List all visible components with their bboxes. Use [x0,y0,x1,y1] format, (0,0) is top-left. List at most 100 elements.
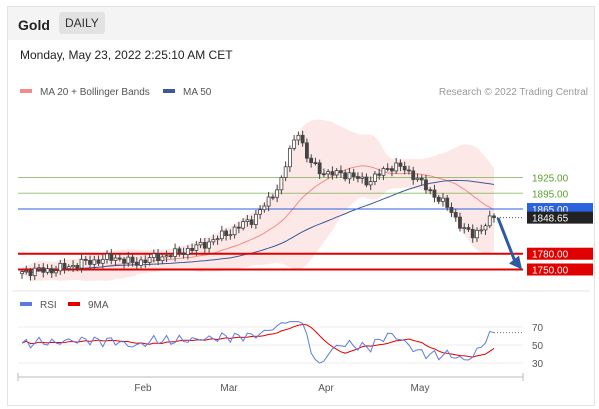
candle-body-44 [207,241,211,249]
candle-body-103 [458,216,462,229]
candle-body-26 [130,256,135,263]
research-credit: Research © 2022 Trading Central [439,87,588,98]
last-price-tag [527,211,593,224]
candle-body-53 [245,219,250,222]
candle-body-96 [428,189,433,192]
candle-body-66 [300,134,305,144]
candle-body-14 [79,258,84,269]
candle-body-51 [236,226,241,229]
rsi-legend-label-1: 9MA [88,300,109,311]
chart-card: Gold DAILY Monday, May 23, 2022 2:25:10 … [7,6,595,406]
candle-body-58 [266,196,271,207]
candle-body-4 [37,267,41,270]
candle-body-67 [305,142,309,159]
candle-body-1 [24,270,29,273]
candle-body-9 [58,263,63,272]
candle-body-11 [66,266,71,270]
candle-body-47 [219,230,224,240]
level-label-1780: 1780.00 [532,250,569,261]
candle-body-62 [283,166,288,178]
candle-body-33 [160,256,165,262]
candle-body-16 [88,259,92,265]
candle-body-56 [258,209,263,215]
candle-body-87 [390,168,394,172]
candle-body-42 [198,242,203,246]
candle-body-71 [322,173,326,176]
candle-body-84 [377,173,382,176]
candle-body-29 [143,259,148,264]
candle-body-8 [54,270,58,274]
candle-body-76 [343,172,348,180]
candle-body-79 [356,176,360,179]
candle-body-13 [75,265,80,269]
level-label-1925: 1925.00 [532,173,569,184]
candle-body-80 [360,176,365,179]
candle-body-97 [432,189,437,198]
candle-body-104 [462,227,467,230]
rsi-line [21,321,495,364]
candle-body-39 [185,248,190,255]
candle-body-27 [134,261,139,266]
candle-body-73 [330,171,335,176]
legend-label-0: MA 20 + Bollinger Bands [40,87,150,98]
candle-body-60 [275,189,280,198]
candle-body-30 [147,257,152,264]
rsi-tick-50: 50 [532,341,544,352]
candle-body-85 [381,168,386,176]
candle-body-90 [402,165,407,171]
candle-body-64 [292,139,297,149]
candle-body-74 [334,170,339,176]
candle-body-107 [475,229,479,239]
candle-body-45 [211,239,216,243]
candle-body-6 [45,268,50,273]
candle-body-94 [419,177,424,181]
candle-body-36 [173,248,177,257]
candle-body-69 [313,162,318,164]
rsi-tick-30: 30 [532,359,544,370]
level-tag-1780 [527,247,593,260]
candle-body-57 [262,205,267,211]
candle-body-86 [385,168,390,170]
candle-body-75 [339,170,343,174]
bollinger-band [22,119,494,282]
candle-body-100 [445,197,450,208]
candle-body-105 [466,227,471,230]
legend-swatch-0 [20,89,32,93]
x-tick-May: May [411,383,430,394]
candle-body-70 [317,162,322,175]
legend-swatch-1 [163,89,175,93]
candle-body-99 [441,197,445,202]
instrument-title: Gold [18,17,50,33]
candle-body-49 [228,234,233,237]
x-tick-Mar: Mar [220,383,238,394]
candle-body-102 [453,212,458,218]
level-label-1895: 1895.00 [532,189,569,200]
candle-body-32 [156,253,160,262]
candle-body-52 [241,221,246,229]
candle-body-65 [296,134,301,141]
candle-body-89 [398,162,403,167]
candle-body-21 [109,253,114,261]
candle-body-28 [139,259,143,266]
candle-body-108 [479,229,484,232]
candle-body-37 [177,248,182,254]
rsi-legend-swatch-0 [20,302,32,306]
candle-body-61 [279,177,284,191]
candle-body-23 [117,257,122,260]
rsi-legend-swatch-1 [68,302,80,306]
rsi-legend-label-0: RSI [40,300,57,311]
candle-body-72 [326,171,331,175]
candle-body-38 [181,252,186,255]
level-label-1750: 1750.00 [532,265,569,276]
candle-body-88 [394,162,399,172]
candle-body-40 [190,248,194,251]
candle-body-22 [113,257,118,261]
x-tick-Feb: Feb [134,383,152,394]
candle-body-109 [483,225,488,231]
candle-body-63 [287,148,292,168]
candle-body-101 [449,206,454,213]
period-badge[interactable]: DAILY [59,12,105,34]
candle-body-78 [351,172,356,177]
candle-body-25 [126,256,131,264]
timestamp: Monday, May 23, 2022 2:25:10 AM CET [20,48,233,62]
